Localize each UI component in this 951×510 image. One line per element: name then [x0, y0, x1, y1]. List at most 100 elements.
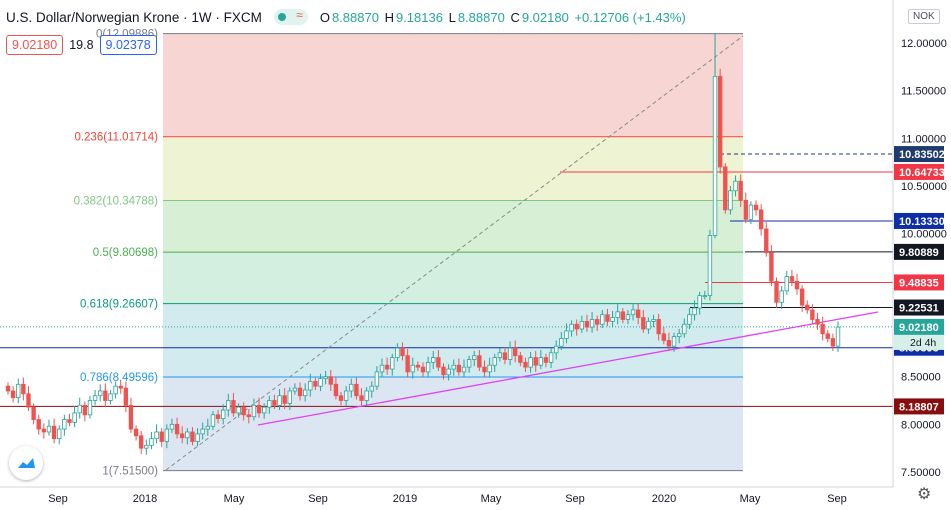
candle-body: [579, 320, 585, 330]
candle-body: [57, 428, 62, 440]
candle-body: [441, 366, 446, 376]
candle-body: [692, 307, 697, 316]
candle-body: [794, 280, 800, 290]
price-tag-label: 9.48835: [899, 277, 939, 289]
candle-body: [123, 387, 129, 406]
fib-zone: [163, 377, 743, 471]
candle-body: [241, 406, 246, 416]
candle-body: [144, 444, 149, 449]
candle-body: [354, 383, 359, 397]
candle-body: [349, 383, 354, 392]
candle-body: [835, 326, 841, 347]
candle-body: [236, 406, 241, 414]
price-tick-label: 7.50000: [901, 467, 941, 479]
candle-body: [507, 347, 513, 360]
ohlc-values: O 8.88870 H 9.18136 L 8.88870 C 9.02180 +0.1…: [319, 9, 686, 25]
candle-body: [538, 357, 544, 366]
candle-body: [815, 319, 820, 325]
price-tag-label: 9.02180: [899, 322, 939, 334]
candle-body: [723, 166, 728, 211]
fib-zone: [163, 303, 743, 378]
time-tick-label: Sep: [308, 493, 328, 505]
candle-body: [169, 423, 175, 430]
candle-body: [338, 395, 344, 401]
spread-value: 19.8: [69, 38, 94, 52]
candle-body: [133, 428, 139, 437]
candle-body: [128, 404, 134, 430]
candle-body: [46, 425, 52, 433]
candle-body: [482, 366, 487, 373]
candle-body: [554, 345, 559, 354]
fib-zone: [163, 136, 743, 201]
candle-body: [774, 280, 779, 303]
time-tick-label: May: [740, 493, 761, 505]
candle-body: [671, 336, 677, 347]
candle-body: [226, 400, 231, 411]
candle-body: [466, 359, 472, 368]
candle-body: [62, 419, 67, 430]
price-tick-label: 11.50000: [901, 86, 946, 98]
candle-body: [210, 414, 216, 427]
buy-button[interactable]: 9.02378: [99, 35, 157, 55]
price-tag-label: 10.13330: [899, 216, 945, 228]
candle-body: [595, 319, 600, 325]
sell-button[interactable]: 9.02180: [6, 35, 64, 55]
price-tag-label: 10.64733: [899, 167, 945, 179]
candle-body: [518, 355, 523, 363]
tradingview-cloud-icon[interactable]: [9, 446, 43, 480]
low-value: 8.88870: [457, 9, 505, 25]
candle-body: [656, 319, 661, 335]
candle-body: [205, 425, 211, 430]
price-tag: [894, 243, 944, 260]
candle-body: [51, 425, 57, 440]
candle-body: [753, 204, 759, 211]
currency-label[interactable]: NOK: [908, 9, 940, 24]
candle-body: [738, 180, 743, 201]
fib-label: 0.382(10.34788): [74, 196, 159, 208]
time-tick-label: 2019: [393, 493, 417, 505]
price-tick-label: 8.50000: [901, 372, 941, 384]
fib-label: 0.236(11.01714): [74, 132, 158, 144]
candle-body: [272, 400, 277, 406]
candle-body: [569, 323, 574, 332]
countdown-tag: [894, 334, 944, 350]
candle-body: [600, 314, 605, 325]
candle-body: [461, 366, 467, 373]
candle-body: [584, 320, 590, 328]
candle-body: [195, 433, 200, 442]
candle-body: [615, 311, 620, 318]
candle-body: [379, 364, 385, 373]
candle-body: [758, 209, 764, 230]
candle-body: [825, 333, 830, 339]
candle-body: [589, 319, 595, 328]
candle-body: [333, 383, 339, 397]
candle-body: [139, 435, 144, 449]
candle-body: [41, 428, 47, 433]
candle-body: [456, 364, 462, 373]
candle-body: [395, 347, 400, 359]
candle-body: [707, 235, 713, 297]
fib-label: 0.5(9.80698): [93, 247, 158, 259]
candles-group: [5, 33, 841, 455]
candle-body: [436, 357, 441, 368]
price-tag: [894, 163, 944, 180]
candle-body: [610, 317, 615, 322]
gear-icon[interactable]: ⚙: [917, 486, 932, 503]
candle-body: [497, 352, 503, 359]
price-tag: [894, 398, 944, 415]
candle-body: [185, 431, 190, 439]
candle-body: [302, 389, 308, 397]
indicator-toggle[interactable]: ≈: [273, 8, 308, 25]
candle-body: [559, 338, 564, 347]
candle-body: [630, 309, 636, 316]
candle-body: [215, 414, 221, 420]
candle-body: [564, 330, 569, 339]
symbol-title[interactable]: U.S. Dollar/Norwegian Krone · 1W · FXCM: [6, 9, 262, 25]
candle-body: [830, 338, 836, 347]
price-tag-label: 9.80889: [899, 247, 939, 259]
price-tag: [894, 274, 944, 291]
candle-body: [313, 381, 318, 387]
candle-body: [374, 371, 380, 387]
candle-body: [620, 311, 626, 320]
